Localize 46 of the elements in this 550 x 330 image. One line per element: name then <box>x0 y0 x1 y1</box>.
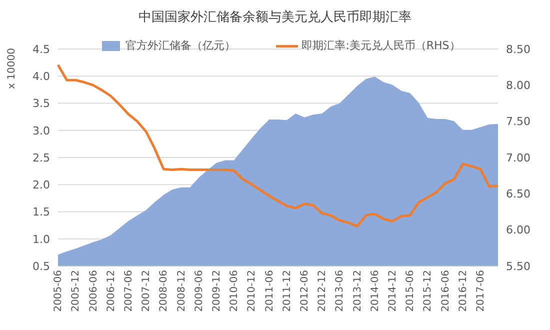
x-tick-label: 2007-06 <box>124 270 134 312</box>
x-tick-label: 2014-06 <box>370 270 381 312</box>
y2-tick-label: 5.50 <box>506 260 530 273</box>
y2-tick-label: 6.00 <box>506 224 530 237</box>
y2-tick-label: 8.50 <box>506 42 530 56</box>
line-series <box>56 64 500 228</box>
y-tick-label: 1.5 <box>32 206 50 219</box>
x-tick-label: 2006-06 <box>88 270 100 312</box>
y2-tick-label: 7.50 <box>506 115 530 128</box>
y-axis-title: x 10000 <box>6 47 18 91</box>
chart-title: 中国国家外汇储备余额与美元兑人民币即期汇率 <box>138 9 412 27</box>
y-tick-label: 2.5 <box>32 151 50 164</box>
x-tick-label: 2010-06 <box>229 270 240 312</box>
x-tick-label: 2012-06 <box>300 270 310 312</box>
y-tick-label: 1.0 <box>32 232 50 246</box>
x-tick-label: 2008-12 <box>176 270 188 312</box>
x-tick-label: 2008-06 <box>158 270 170 312</box>
x-tick-label: 2009-06 <box>194 270 205 312</box>
y-tick-label: 4.5 <box>32 42 50 56</box>
x-tick-label: 2009-12 <box>212 270 222 312</box>
x-tick-label: 2015-06 <box>405 270 416 312</box>
x-tick-label: 2010-12 <box>246 270 258 312</box>
x-tick-label: 2011-06 <box>264 270 276 312</box>
x-tick-label: 2012-12 <box>317 270 328 312</box>
y-tick-label: 4.0 <box>32 70 50 84</box>
x-tick-label: 2013-06 <box>334 270 346 312</box>
x-tick-label: 2005-06 <box>53 270 64 312</box>
y-tick-label: 2.0 <box>32 178 50 192</box>
x-tick-label: 2016-12 <box>458 270 469 312</box>
legend-label: 即期汇率:美元兑人民币（RHS） <box>302 38 460 53</box>
x-tick-label: 2013-12 <box>352 270 364 312</box>
x-tick-label: 2015-12 <box>422 270 434 312</box>
y-tick-label: 3.0 <box>32 124 50 138</box>
x-tick-label: 2007-12 <box>141 270 152 312</box>
y-tick-label: 3.5 <box>32 97 50 110</box>
x-tick-label: 2017-06 <box>476 270 486 312</box>
x-tick-label: 2016-06 <box>440 270 452 312</box>
y-tick-label: 0.5 <box>32 260 50 273</box>
y2-tick-label: 6.50 <box>506 188 530 201</box>
x-tick-label: 2011-12 <box>282 270 293 312</box>
y2-tick-label: 8.00 <box>506 79 530 92</box>
x-tick-label: 2006-12 <box>106 270 117 312</box>
x-tick-label: 2014-12 <box>388 270 398 312</box>
y2-tick-label: 7.00 <box>506 151 530 164</box>
x-tick-label: 2005-12 <box>70 270 82 312</box>
legend-label: 官方外汇储备（亿元） <box>126 38 236 53</box>
